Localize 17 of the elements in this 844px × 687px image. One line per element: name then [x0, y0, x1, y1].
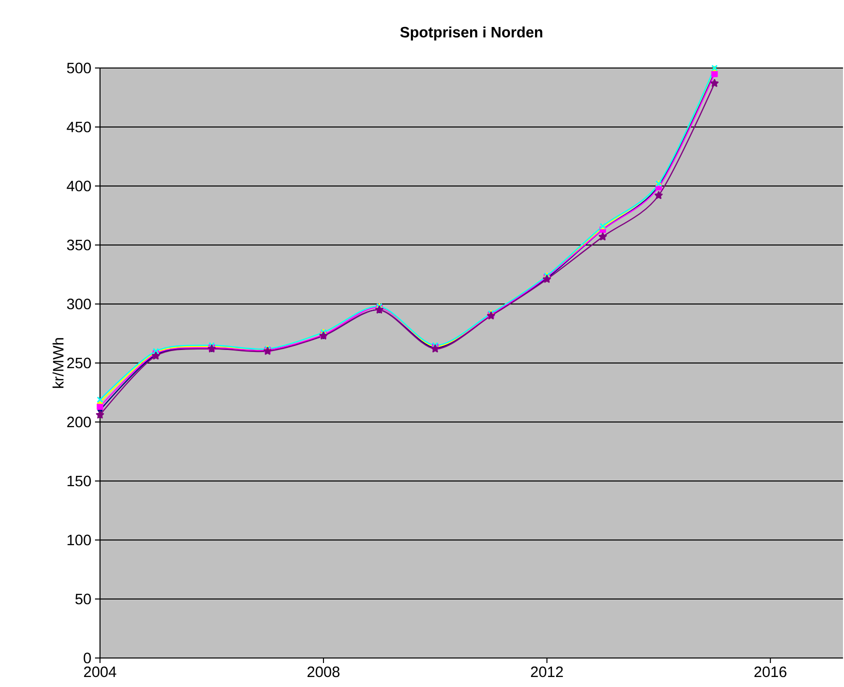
y-tick-label: 150 [68, 476, 91, 486]
x-tick-label: 2004 [84, 666, 116, 678]
x-tick-label: 2012 [530, 666, 563, 678]
x-tick-label: 2008 [308, 666, 340, 678]
y-tick-label: 350 [67, 240, 91, 250]
y-tick-label: 50 [75, 594, 91, 604]
y-tick-label: 0 [84, 652, 91, 664]
y-tick-label: 100 [68, 534, 91, 546]
y-axis-title: kr/MWh [52, 338, 64, 388]
y-tick-label: 200 [67, 416, 91, 428]
chart-title: Spotprisen i Norden [400, 26, 542, 40]
y-tick-label: 450 [66, 122, 91, 132]
y-tick-label: 500 [67, 62, 91, 74]
y-tick-label: 400 [66, 180, 91, 192]
x-tick-label: 2016 [754, 666, 786, 678]
y-tick-label: 250 [67, 358, 91, 368]
y-tick-label: 300 [67, 298, 91, 310]
